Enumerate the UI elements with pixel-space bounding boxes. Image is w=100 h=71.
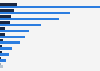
Bar bbox=[0, 53, 9, 56]
Bar bbox=[0, 15, 10, 18]
Bar bbox=[0, 36, 25, 38]
Bar bbox=[0, 33, 5, 36]
Bar bbox=[0, 47, 12, 50]
Bar bbox=[0, 59, 6, 62]
Bar bbox=[0, 12, 70, 14]
Bar bbox=[0, 18, 59, 20]
Bar bbox=[0, 24, 41, 26]
Bar bbox=[0, 51, 2, 53]
Bar bbox=[0, 57, 1, 59]
Bar bbox=[0, 39, 3, 41]
Bar bbox=[0, 41, 20, 44]
Bar bbox=[0, 27, 5, 30]
Bar bbox=[0, 6, 100, 8]
Bar bbox=[0, 30, 29, 32]
Bar bbox=[0, 3, 17, 6]
Bar bbox=[0, 63, 1, 65]
Bar bbox=[0, 45, 2, 47]
Bar bbox=[0, 9, 14, 12]
Bar bbox=[0, 21, 10, 24]
Bar bbox=[0, 65, 3, 68]
